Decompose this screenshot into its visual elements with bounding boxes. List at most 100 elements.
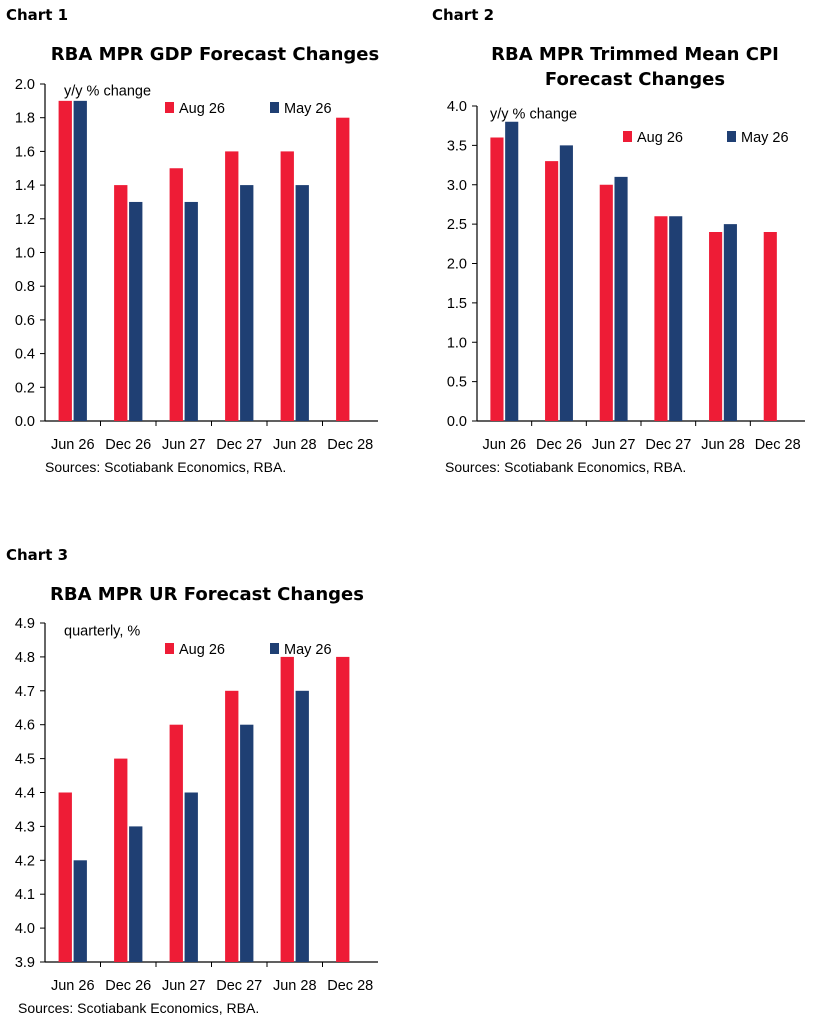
x-tick-label: Jun 26: [483, 437, 527, 453]
legend-label-may: May 26: [284, 101, 332, 117]
legend-swatch-may: [270, 643, 279, 654]
bar-may-26: [73, 860, 87, 962]
x-tick-label: Jun 27: [592, 437, 636, 453]
y-tick-label: 3.0: [447, 178, 467, 194]
x-tick-label: Jun 26: [51, 978, 95, 994]
bar-may-26: [559, 145, 573, 421]
y-tick-label: 4.4: [15, 786, 35, 802]
bar-may-26: [295, 690, 309, 962]
y-unit-label: y/y % change: [64, 84, 151, 100]
y-tick-label: 1.8: [15, 111, 35, 127]
x-tick-label: Dec 26: [536, 437, 582, 453]
y-tick-label: 4.0: [447, 99, 467, 115]
bar-aug-26: [280, 151, 294, 421]
y-tick-label: 4.0: [15, 921, 35, 937]
legend-label-aug: Aug 26: [179, 642, 225, 658]
x-tick-label: Dec 28: [755, 437, 801, 453]
y-tick-label: 4.3: [15, 819, 35, 835]
chart-3-label: Chart 3: [6, 546, 69, 564]
bar-aug-26: [225, 690, 239, 962]
legend-label-may: May 26: [284, 642, 332, 658]
y-tick-label: 0.2: [15, 380, 35, 396]
bar-aug-26: [654, 216, 668, 421]
bar-aug-26: [225, 151, 239, 421]
bar-aug-26: [763, 232, 777, 421]
bar-may-26: [723, 224, 737, 421]
y-tick-label: 1.0: [447, 335, 467, 351]
bar-may-26: [129, 201, 143, 421]
x-tick-label: Dec 26: [105, 978, 151, 994]
bar-aug-26: [545, 161, 559, 421]
y-tick-label: 4.8: [15, 650, 35, 666]
y-tick-label: 1.5: [447, 296, 467, 312]
x-tick-label: Dec 27: [216, 978, 262, 994]
bar-may-26: [614, 176, 628, 421]
chart-3-title: RBA MPR UR Forecast Changes: [12, 582, 402, 607]
bar-may-26: [669, 216, 683, 421]
legend-label-aug: Aug 26: [179, 101, 225, 117]
y-unit-label: y/y % change: [490, 107, 577, 123]
bar-may-26: [184, 201, 198, 421]
bar-aug-26: [58, 100, 72, 421]
y-tick-label: 1.2: [15, 212, 35, 228]
y-tick-label: 1.4: [15, 178, 35, 194]
bar-aug-26: [169, 724, 183, 962]
y-tick-label: 0.4: [15, 347, 35, 363]
chart-3-title-line: RBA MPR UR Forecast Changes: [50, 584, 364, 605]
y-tick-label: 0.0: [15, 414, 35, 430]
y-tick-label: 4.5: [15, 752, 35, 768]
x-tick-label: Jun 28: [273, 437, 317, 453]
bar-aug-26: [114, 758, 128, 962]
bar-may-26: [240, 724, 254, 962]
legend-swatch-aug: [623, 131, 632, 142]
chart-1-title-line: RBA MPR GDP Forecast Changes: [50, 44, 380, 65]
y-tick-label: 0.8: [15, 279, 35, 295]
legend-swatch-aug: [165, 643, 174, 654]
y-tick-label: 0.5: [447, 375, 467, 391]
y-tick-label: 4.6: [15, 718, 35, 734]
chart-2-source: Sources: Scotiabank Economics, RBA.: [445, 459, 687, 475]
bar-may-26: [184, 792, 198, 962]
x-tick-label: Jun 27: [162, 437, 206, 453]
y-tick-label: 4.1: [15, 887, 35, 903]
x-tick-label: Jun 28: [273, 978, 317, 994]
bar-aug-26: [280, 656, 294, 962]
bar-may-26: [129, 826, 143, 962]
y-tick-label: 2.5: [447, 217, 467, 233]
y-tick-label: 2.0: [15, 77, 35, 93]
x-tick-label: Dec 27: [645, 437, 691, 453]
bar-may-26: [295, 185, 309, 421]
chart-2-title-line-1: RBA MPR Trimmed Mean CPI: [491, 44, 779, 65]
y-tick-label: 0.0: [447, 414, 467, 430]
legend-swatch-may: [270, 102, 279, 113]
bar-may-26: [73, 100, 87, 421]
legend-swatch-aug: [165, 102, 174, 113]
x-tick-label: Dec 28: [327, 437, 373, 453]
chart-2-title-line-2: Forecast Changes: [544, 69, 726, 90]
chart-2-label: Chart 2: [432, 6, 495, 24]
x-tick-label: Dec 28: [327, 978, 373, 994]
chart-1-title: RBA MPR GDP Forecast Changes: [20, 42, 410, 67]
chart-1-label: Chart 1: [6, 6, 69, 24]
bar-aug-26: [169, 168, 183, 421]
chart-1-source: Sources: Scotiabank Economics, RBA.: [45, 459, 287, 475]
bar-aug-26: [599, 184, 613, 421]
bar-aug-26: [490, 137, 504, 421]
x-tick-label: Jun 27: [162, 978, 206, 994]
bar-may-26: [240, 185, 254, 421]
x-tick-label: Jun 26: [51, 437, 95, 453]
bar-aug-26: [114, 185, 128, 421]
y-tick-label: 3.9: [15, 955, 35, 971]
chart-3-source: Sources: Scotiabank Economics, RBA.: [18, 1000, 260, 1016]
y-tick-label: 4.7: [15, 684, 35, 700]
y-tick-label: 2.0: [447, 257, 467, 273]
bar-aug-26: [336, 656, 350, 962]
y-tick-label: 4.2: [15, 853, 35, 869]
y-tick-label: 4.9: [15, 616, 35, 632]
x-tick-label: Jun 28: [701, 437, 745, 453]
bar-aug-26: [336, 117, 350, 421]
legend-label-may: May 26: [741, 130, 789, 146]
